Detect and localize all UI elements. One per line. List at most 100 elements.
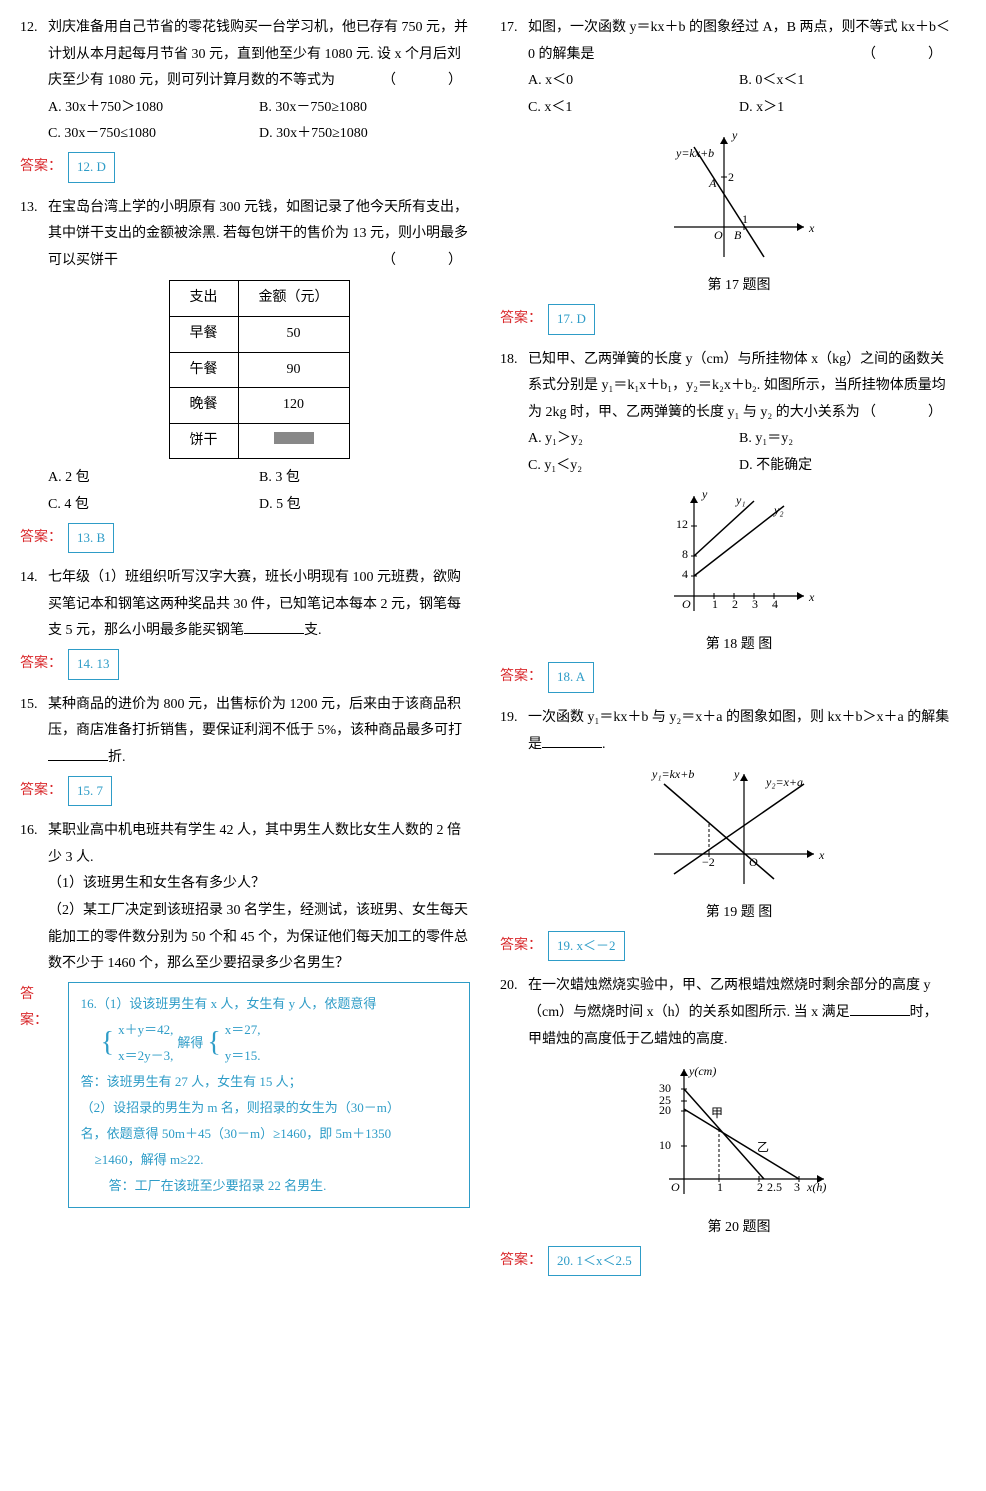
- th: 支出: [169, 281, 238, 317]
- mid: 解得: [177, 1030, 203, 1056]
- td: 50: [238, 317, 349, 353]
- option-a: A. 30x＋750＞1080: [48, 95, 259, 122]
- problem-16: 16. 某职业高中机电班共有学生 42 人，其中男生人数比女生人数的 2 倍少 …: [20, 818, 470, 1208]
- ans-line: 16.（1）设该班男生有 x 人，女生有 y 人，依题意得: [81, 991, 457, 1017]
- svg-text:x(h): x(h): [806, 1180, 826, 1194]
- answer-box: 18. A: [548, 662, 594, 693]
- answer-label: 答案：: [20, 778, 62, 805]
- td: 90: [238, 352, 349, 388]
- svg-text:1: 1: [717, 1180, 723, 1194]
- svg-text:x: x: [808, 221, 815, 235]
- answer-label: 答案：: [500, 1248, 542, 1275]
- svg-text:1: 1: [712, 597, 718, 611]
- option-c: C. 30x－750≤1080: [48, 121, 259, 148]
- figure-17: xyOy=kx+bA2B1: [654, 127, 824, 267]
- problem-15: 15. 某种商品的进价为 800 元，出售标价为 1200 元，后来由于该商品积…: [20, 692, 470, 806]
- svg-text:2: 2: [732, 597, 738, 611]
- answer-label: 答案：: [500, 933, 542, 960]
- svg-text:4: 4: [772, 597, 778, 611]
- problem-text-b: 支.: [304, 623, 322, 638]
- svg-text:乙: 乙: [757, 1140, 769, 1154]
- svg-text:4: 4: [682, 567, 688, 581]
- answer-box: 17. D: [548, 304, 595, 335]
- right-column: 17. 如图，一次函数 y＝kx＋b 的图象经过 A，B 两点，则不等式 kx＋…: [500, 15, 950, 1288]
- problem-number: 17.: [500, 15, 518, 42]
- figure-18: xyO12841234y₁y₂: [654, 486, 824, 626]
- svg-text:O: O: [682, 597, 691, 611]
- option-d: D. 30x＋750≥1080: [259, 121, 470, 148]
- option-d: D. 不能确定: [739, 453, 950, 480]
- redacted-box: [274, 432, 314, 444]
- problem-number: 18.: [500, 347, 518, 374]
- problem-12: 12. 刘庆准备用自己节省的零花钱购买一台学习机，他已存有 750 元，并计划从…: [20, 15, 470, 183]
- problem-text: 某职业高中机电班共有学生 42 人，其中男生人数比女生人数的 2 倍少 3 人.: [48, 823, 461, 865]
- problem-text: 某种商品的进价为 800 元，出售标价为 1200 元，后来由于该商品积压，商店…: [48, 697, 462, 739]
- option-a: A. y₁＞y₂: [528, 426, 739, 453]
- problem-number: 16.: [20, 818, 38, 845]
- answer-box: 13. B: [68, 523, 114, 554]
- svg-text:3: 3: [752, 597, 758, 611]
- answer-label: 答案：: [500, 664, 542, 691]
- svg-text:O: O: [671, 1180, 680, 1194]
- svg-text:y₂: y₂: [773, 503, 784, 517]
- answer-box: 19. x＜－2: [548, 931, 625, 962]
- sub-q1: （1）该班男生和女生各有多少人？: [48, 871, 470, 898]
- figure-caption: 第 20 题图: [528, 1215, 950, 1242]
- paren: （ ）: [862, 400, 950, 427]
- problem-20: 20. 在一次蜡烛燃烧实验中，甲、乙两根蜡烛燃烧时剩余部分的高度 y（cm）与燃…: [500, 973, 950, 1276]
- svg-text:B: B: [734, 228, 742, 242]
- blank: [542, 733, 602, 748]
- ans-line: ≥1460，解得 m≥22.: [81, 1147, 457, 1173]
- problem-18: 18. 已知甲、乙两弹簧的长度 y（cm）与所挂物体 x（kg）之间的函数关系式…: [500, 347, 950, 693]
- ans-line: 名，依题意得 50m＋45（30－m）≥1460，即 5m＋1350: [81, 1121, 457, 1147]
- figure-caption: 第 17 题图: [528, 273, 950, 300]
- problem-number: 12.: [20, 15, 38, 42]
- svg-text:y₁=kx+b: y₁=kx+b: [651, 767, 694, 781]
- td: 饼干: [169, 423, 238, 459]
- ans-line: 答：工厂在该班至少要招录 22 名男生.: [81, 1173, 457, 1199]
- option-b: B. y₁＝y₂: [739, 426, 950, 453]
- figure-caption: 第 19 题 图: [528, 900, 950, 927]
- option-c: C. y₁＜y₂: [528, 453, 739, 480]
- problem-number: 20.: [500, 973, 518, 1000]
- svg-text:y: y: [733, 767, 740, 781]
- problem-17: 17. 如图，一次函数 y＝kx＋b 的图象经过 A，B 两点，则不等式 kx＋…: [500, 15, 950, 335]
- option-b: B. 3 包: [259, 465, 470, 492]
- answer-label: 答案：: [500, 306, 542, 333]
- answer-label: 答案：: [20, 154, 62, 181]
- svg-text:−2: −2: [702, 855, 715, 869]
- problem-number: 14.: [20, 565, 38, 592]
- problem-text-b: .: [602, 737, 606, 752]
- svg-text:y: y: [731, 128, 738, 142]
- left-column: 12. 刘庆准备用自己节省的零花钱购买一台学习机，他已存有 750 元，并计划从…: [20, 15, 470, 1288]
- paren: （ ）: [862, 42, 950, 69]
- td: 午餐: [169, 352, 238, 388]
- problem-number: 15.: [20, 692, 38, 719]
- problem-14: 14. 七年级（1）班组织听写汉字大赛，班长小明现有 100 元班费，欲购买笔记…: [20, 565, 470, 679]
- svg-text:y₂=x+a: y₂=x+a: [765, 775, 803, 789]
- svg-text:10: 10: [659, 1138, 671, 1152]
- sub-q2: （2）某工厂决定到该班招录 30 名学生，经测试，该班男、女生每天能加工的零件数…: [48, 898, 470, 978]
- svg-text:y: y: [701, 487, 708, 501]
- answer-label: 答案：: [20, 651, 62, 678]
- blank: [850, 1001, 910, 1016]
- option-a: A. x＜0: [528, 68, 739, 95]
- svg-text:3: 3: [794, 1180, 800, 1194]
- svg-text:A: A: [708, 176, 717, 190]
- answer-label: 答案：: [20, 525, 62, 552]
- answer-box: 14. 13: [68, 649, 119, 680]
- answer-box: 16.（1）设该班男生有 x 人，女生有 y 人，依题意得 { x＋y＝42, …: [68, 982, 470, 1208]
- figure-20: 30252010O122.53x(h)y(cm)甲乙: [639, 1059, 839, 1209]
- figure-19: xyO−2y₁=kx+by₂=x+a: [644, 764, 834, 894]
- expense-table: 支出金额（元） 早餐50 午餐90 晚餐120 饼干: [169, 280, 350, 459]
- svg-text:2.5: 2.5: [767, 1180, 782, 1194]
- svg-text:x: x: [808, 590, 815, 604]
- answer-box: 20. 1＜x＜2.5: [548, 1246, 641, 1277]
- td: 120: [238, 388, 349, 424]
- svg-text:y=kx+b: y=kx+b: [675, 146, 714, 160]
- paren: （ ）: [382, 248, 470, 275]
- problem-13: 13. 在宝岛台湾上学的小明原有 300 元钱，如图记录了他今天所有支出，其中饼…: [20, 195, 470, 554]
- option-b: B. 30x－750≥1080: [259, 95, 470, 122]
- problem-19: 19. 一次函数 y₁＝kx＋b 与 y₂＝x＋a 的图象如图，则 kx＋b＞x…: [500, 705, 950, 961]
- svg-text:8: 8: [682, 547, 688, 561]
